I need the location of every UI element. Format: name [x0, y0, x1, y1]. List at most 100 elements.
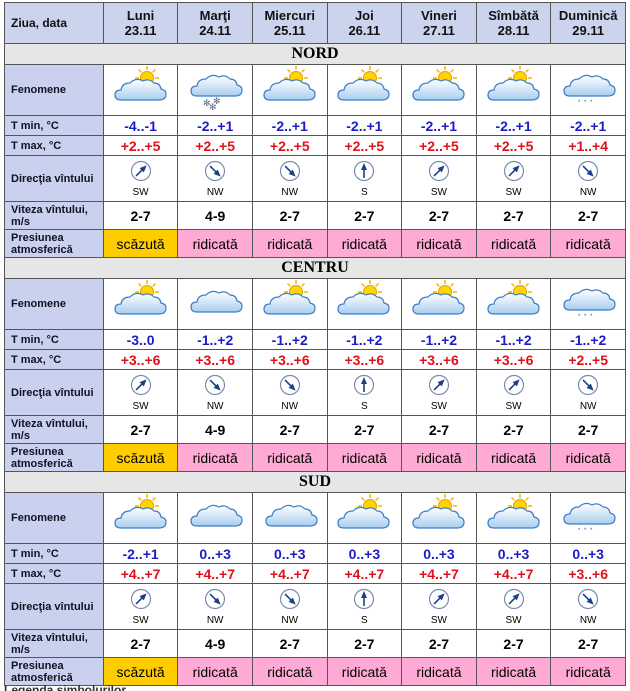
day-name: Vineri: [421, 8, 457, 23]
weather-icon: * * *: [563, 502, 616, 534]
tmin-cell: 0..+3: [251, 543, 328, 564]
svg-text:*: *: [584, 528, 587, 534]
svg-text:*: *: [578, 100, 581, 106]
header-row: Ziua, data Luni 23.11 Marţi 24.11 Miercuri 25.…: [4, 2, 626, 44]
wind_speed-cell: 2-7: [251, 415, 328, 444]
day-header: Marţi 24.11: [177, 2, 253, 44]
header-label: Ziua, data: [4, 2, 104, 44]
phenomena-cell: * * *: [550, 492, 626, 544]
phenomena-cell: [475, 64, 552, 116]
wind-dir-cell: NW: [177, 155, 253, 202]
wind_dir-label: Direcţia vîntului: [4, 369, 104, 416]
wind_speed-label: Viteza vîntului, m/s: [4, 629, 104, 658]
phenomena-row: Fenomene ✻ ✻ ✻ * * *: [4, 64, 626, 116]
wind-compass: [428, 160, 450, 181]
wind-compass: [205, 588, 226, 609]
wind-dir-text: SW: [505, 400, 522, 412]
weather-icon: [486, 493, 540, 529]
pressure-cell: ridicată: [177, 657, 253, 686]
tmin-cell: -2..+1: [401, 115, 477, 136]
phenomena-cell: [102, 278, 179, 330]
pressure-cell: ridicată: [401, 443, 477, 472]
pressure-cell: scăzută: [102, 443, 179, 472]
day-name: Luni: [126, 8, 155, 23]
wind-dir-text: SW: [505, 614, 522, 626]
tmax-cell: +2..+5: [475, 135, 552, 156]
tmax-label: T max, °C: [4, 135, 104, 156]
region-row: CENTRU: [4, 257, 626, 279]
day-name: Marţi: [199, 8, 231, 23]
tmax-cell: +4..+7: [102, 563, 179, 584]
wind_dir-label: Direcţia vîntului: [4, 583, 104, 630]
weather-icon: ✻✻✻: [190, 74, 243, 112]
pressure-cell: ridicată: [326, 657, 403, 686]
region-name: SUD: [4, 471, 626, 493]
region-name: NORD: [4, 43, 626, 65]
weather-icon: [412, 65, 465, 101]
wind-dir-text: NW: [579, 614, 597, 626]
wind-dir-cell: NW: [177, 583, 253, 630]
wind-compass: [279, 588, 300, 609]
wind-dir-text: SW: [132, 400, 149, 412]
weather-icon: [113, 493, 167, 529]
phenomena-cell: * * *: [550, 278, 626, 330]
tmax-label: T max, °C: [4, 563, 104, 584]
tmin-label: T min, °C: [4, 543, 104, 564]
wind_speed-cell: 2-7: [550, 415, 626, 444]
phenomena-cell: [177, 492, 253, 544]
pressure-cell: scăzută: [102, 657, 179, 686]
day-date: 24.11: [199, 23, 232, 38]
wind_speed-cell: 2-7: [102, 201, 179, 230]
day-name: Joi: [354, 8, 374, 23]
wind-dir-row: Direcţia vîntului SW NW NW S SW SW NW: [4, 369, 626, 416]
wind_dir-label: Direcţia vîntului: [4, 155, 104, 202]
phenomena-cell: [401, 492, 477, 544]
wind_speed-cell: 2-7: [475, 629, 552, 658]
region-name: CENTRU: [4, 257, 626, 279]
wind_speed-cell: 2-7: [401, 201, 477, 230]
wind-dir-cell: NW: [251, 155, 328, 202]
wind-dir-text: S: [361, 614, 368, 626]
day-date: 23.11: [124, 23, 157, 38]
wind-dir-cell: SW: [102, 369, 179, 416]
phenomena-cell: * * *: [550, 64, 626, 116]
wind-dir-text: SW: [430, 400, 447, 412]
tmin-cell: 0..+3: [401, 543, 477, 564]
day-date: 25.11: [273, 23, 306, 38]
wind-compass: [205, 160, 226, 181]
phenomena-cell: [102, 492, 179, 544]
svg-text:✻: ✻: [213, 96, 221, 106]
wind-dir-text: NW: [579, 400, 597, 412]
wind-dir-text: NW: [281, 400, 299, 412]
wind-dir-cell: SW: [102, 583, 179, 630]
tmax-cell: +3..+6: [177, 349, 253, 370]
wind-compass: [503, 374, 524, 395]
pressure-cell: ridicată: [251, 443, 328, 472]
tmax-label: T max, °C: [4, 349, 104, 370]
tmax-cell: +1..+4: [550, 135, 626, 156]
pressure-cell: ridicată: [326, 443, 403, 472]
weather-icon: [113, 279, 167, 315]
tmin-cell: -1..+2: [251, 329, 328, 350]
wind_speed-cell: 2-7: [326, 415, 403, 444]
tmin-label: T min, °C: [4, 329, 104, 350]
phenomena-cell: [401, 64, 477, 116]
wind_speed-cell: 2-7: [251, 201, 328, 230]
phenomena-cell: [475, 492, 552, 544]
day-name: Miercuri: [264, 8, 316, 23]
phenomena-label: Fenomene: [4, 492, 104, 544]
tmax-cell: +4..+7: [401, 563, 477, 584]
day-header: Sîmbătă 28.11: [475, 2, 552, 44]
weather-icon: [337, 279, 390, 315]
day-date: 28.11: [497, 23, 530, 38]
pressure-cell: ridicată: [550, 443, 626, 472]
tmin-cell: -2..+1: [326, 115, 403, 136]
wind_speed-cell: 2-7: [102, 415, 179, 444]
tmin-row: T min, °C -2..+1 0..+3 0..+3 0..+3 0..+3 0..+3…: [4, 543, 626, 564]
pressure-cell: ridicată: [475, 657, 552, 686]
tmax-cell: +3..+6: [401, 349, 477, 370]
region-row: SUD: [4, 471, 626, 493]
day-date: 27.11: [423, 23, 455, 38]
tmax-cell: +2..+5: [177, 135, 253, 156]
wind-dir-cell: NW: [550, 583, 626, 630]
